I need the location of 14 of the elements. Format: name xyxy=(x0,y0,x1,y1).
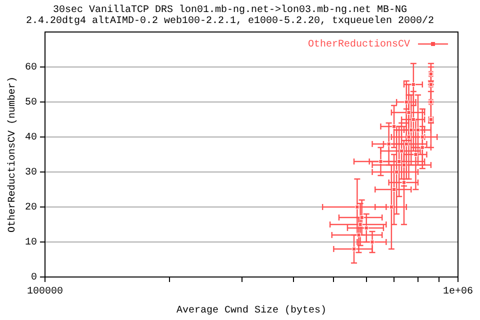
y-tick-label: 60 xyxy=(24,62,37,74)
y-tick-label: 20 xyxy=(24,202,37,214)
x-tick-label: 1e+06 xyxy=(442,286,474,298)
chart-title: 30sec VanillaTCP DRS lon01.mb-ng.net->lon03.mb-ng.net MB-NG xyxy=(52,4,408,16)
y-axis-title: OtherReductionsCV (number) xyxy=(6,76,19,233)
legend-label: OtherReductionsCV xyxy=(308,38,410,51)
y-tick-label: 40 xyxy=(24,132,37,144)
y-tick-label: 30 xyxy=(24,168,37,179)
x-axis-title: Average Cwnd Size (bytes) xyxy=(176,304,327,317)
chart-subtitle: 2.4.20dtg4 altAIMD-0.2 web100-2.2.1, e1000-5.2.20, txqueuelen 2000/2 xyxy=(26,15,434,28)
y-tick-label: 0 xyxy=(30,272,37,284)
y-tick-label: 50 xyxy=(24,98,37,109)
x-tick-label: 100000 xyxy=(26,286,64,298)
y-tick-label: 10 xyxy=(24,238,37,249)
